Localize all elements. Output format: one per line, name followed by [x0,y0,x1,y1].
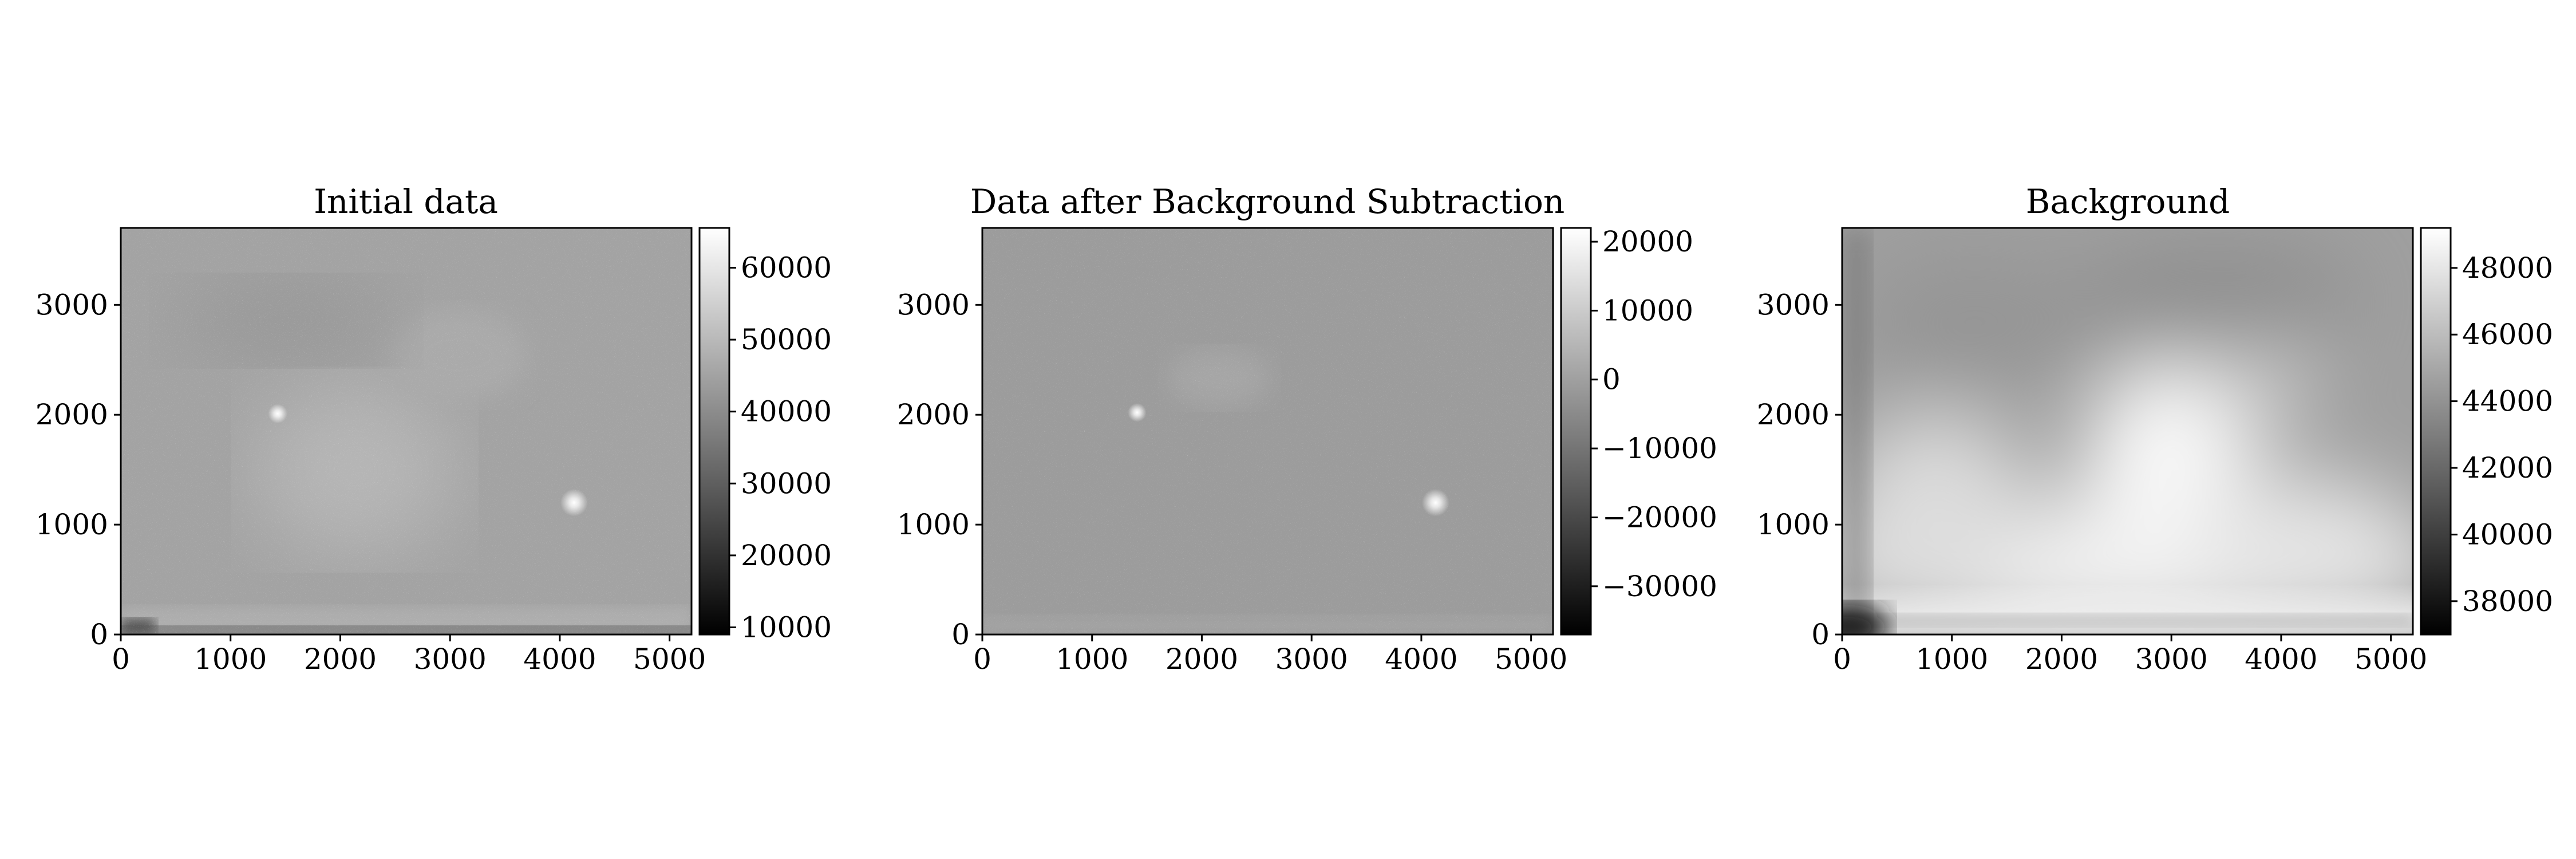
colorbar-tick-label: 0 [1602,363,1621,396]
colorbar-ticks: 10000 20000 30000 40000 50000 60000 [729,251,832,644]
bright-source [268,404,288,424]
dark-left-lane [1860,258,2089,384]
panel-background-subtracted: Data after Background Subtraction 0 1000 2… [897,182,1717,676]
x-tick-label: 1000 [194,643,267,676]
x-axis: 0 1000 2000 3000 4000 5000 [973,635,1567,676]
x-tick-label: 1000 [1056,643,1128,676]
image-initial-data [121,228,692,635]
corner-dark [1842,604,1889,635]
y-tick-label: 0 [90,618,108,651]
left-edge-dark [1842,228,1871,635]
colorbar-tick-label: 60000 [741,251,832,285]
bright-source [1421,488,1449,517]
bright-right-blob [2187,475,2413,601]
colorbar: 38000 40000 42000 44000 46000 48000 [2420,227,2553,636]
panel-initial-data: Initial data 0 1000 2000 3000 4000 5000 0 1000… [35,182,832,676]
plot-frame [120,227,693,636]
colorbar-gradient [2420,227,2452,636]
x-tick-label: 2000 [304,643,377,676]
y-axis: 0 1000 2000 3000 [897,288,982,651]
mid-upper-right [2215,338,2318,430]
x-tick-label: 4000 [523,643,596,676]
x-tick-label: 0 [1833,643,1851,676]
x-tick-label: 3000 [414,643,487,676]
x-tick-label: 5000 [1495,643,1567,676]
y-axis: 0 1000 2000 3000 [1757,288,1842,651]
colorbar-tick-label: 20000 [741,539,832,572]
panel-title: Background [2026,182,2230,221]
x-tick-label: 3000 [2135,643,2208,676]
panel-background: Background 0 1000 2000 3000 4000 5000 0 1000 20… [1757,182,2553,676]
x-tick-label: 4000 [2245,643,2317,676]
bottom-band [1842,584,2413,635]
colorbar-tick-label: 10000 [741,610,832,644]
bottom-strip [1842,614,2413,626]
colorbar-tick-label: 30000 [741,467,832,500]
x-axis: 0 1000 2000 3000 4000 5000 [112,635,706,676]
colorbar-tick-label: −30000 [1602,570,1717,603]
x-tick-label: 1000 [1915,643,1988,676]
y-axis: 0 1000 2000 3000 [35,288,121,651]
image-noise [121,228,692,635]
y-tick-label: 0 [951,618,970,651]
y-tick-label: 1000 [35,508,108,541]
image-background-subtracted [982,228,1553,635]
colorbar-tick-label: −20000 [1602,501,1717,534]
plot-frame [1841,227,2414,636]
bright-source [1128,403,1147,422]
y-tick-label: 2000 [35,398,108,431]
colorbar-tick-label: 38000 [2462,585,2553,618]
y-tick-label: 1000 [1757,508,1830,541]
y-tick-label: 3000 [35,288,108,321]
y-tick-label: 3000 [1757,288,1830,321]
bright-left-cloud [1842,412,2032,596]
colorbar-tick-label: 46000 [2462,318,2553,351]
colorbar-tick-label: 50000 [741,323,832,356]
colorbar-gradient [1560,227,1592,636]
panel-title: Data after Background Subtraction [970,182,1565,221]
plot-frame [981,227,1554,636]
colorbar-tick-label: 42000 [2462,451,2553,484]
colorbar-tick-label: 20000 [1602,225,1693,258]
colorbar: −30000 −20000 −10000 0 10000 20000 [1560,225,1717,636]
y-tick-label: 0 [1811,618,1830,651]
y-tick-label: 1000 [897,508,970,541]
colorbar-ticks: 38000 40000 42000 44000 46000 48000 [2451,251,2553,618]
bright-source [560,488,588,517]
y-tick-label: 2000 [897,398,970,431]
panel-title: Initial data [314,182,498,221]
x-tick-label: 0 [112,643,130,676]
x-axis: 0 1000 2000 3000 4000 5000 [1833,635,2427,676]
colorbar-ticks: −30000 −20000 −10000 0 10000 20000 [1591,225,1717,603]
colorbar-gradient [698,227,730,636]
colorbar-tick-label: −10000 [1602,432,1717,465]
y-tick-label: 3000 [897,288,970,321]
colorbar-tick-label: 10000 [1602,294,1693,327]
x-tick-label: 2000 [2025,643,2098,676]
colorbar-tick-label: 44000 [2462,385,2553,418]
x-tick-label: 2000 [1165,643,1238,676]
x-tick-label: 5000 [2354,643,2427,676]
x-tick-label: 4000 [1385,643,1457,676]
image-background [1842,228,2413,635]
x-tick-label: 3000 [1275,643,1348,676]
colorbar-tick-label: 40000 [2462,518,2553,551]
colorbar-tick-label: 40000 [741,395,832,428]
x-tick-label: 0 [973,643,991,676]
image-noise [982,228,1553,635]
dark-upper-lane [2072,246,2358,349]
y-tick-label: 2000 [1757,398,1830,431]
x-tick-label: 5000 [633,643,706,676]
colorbar: 10000 20000 30000 40000 50000 60000 [698,227,832,644]
colorbar-tick-label: 48000 [2462,251,2553,285]
